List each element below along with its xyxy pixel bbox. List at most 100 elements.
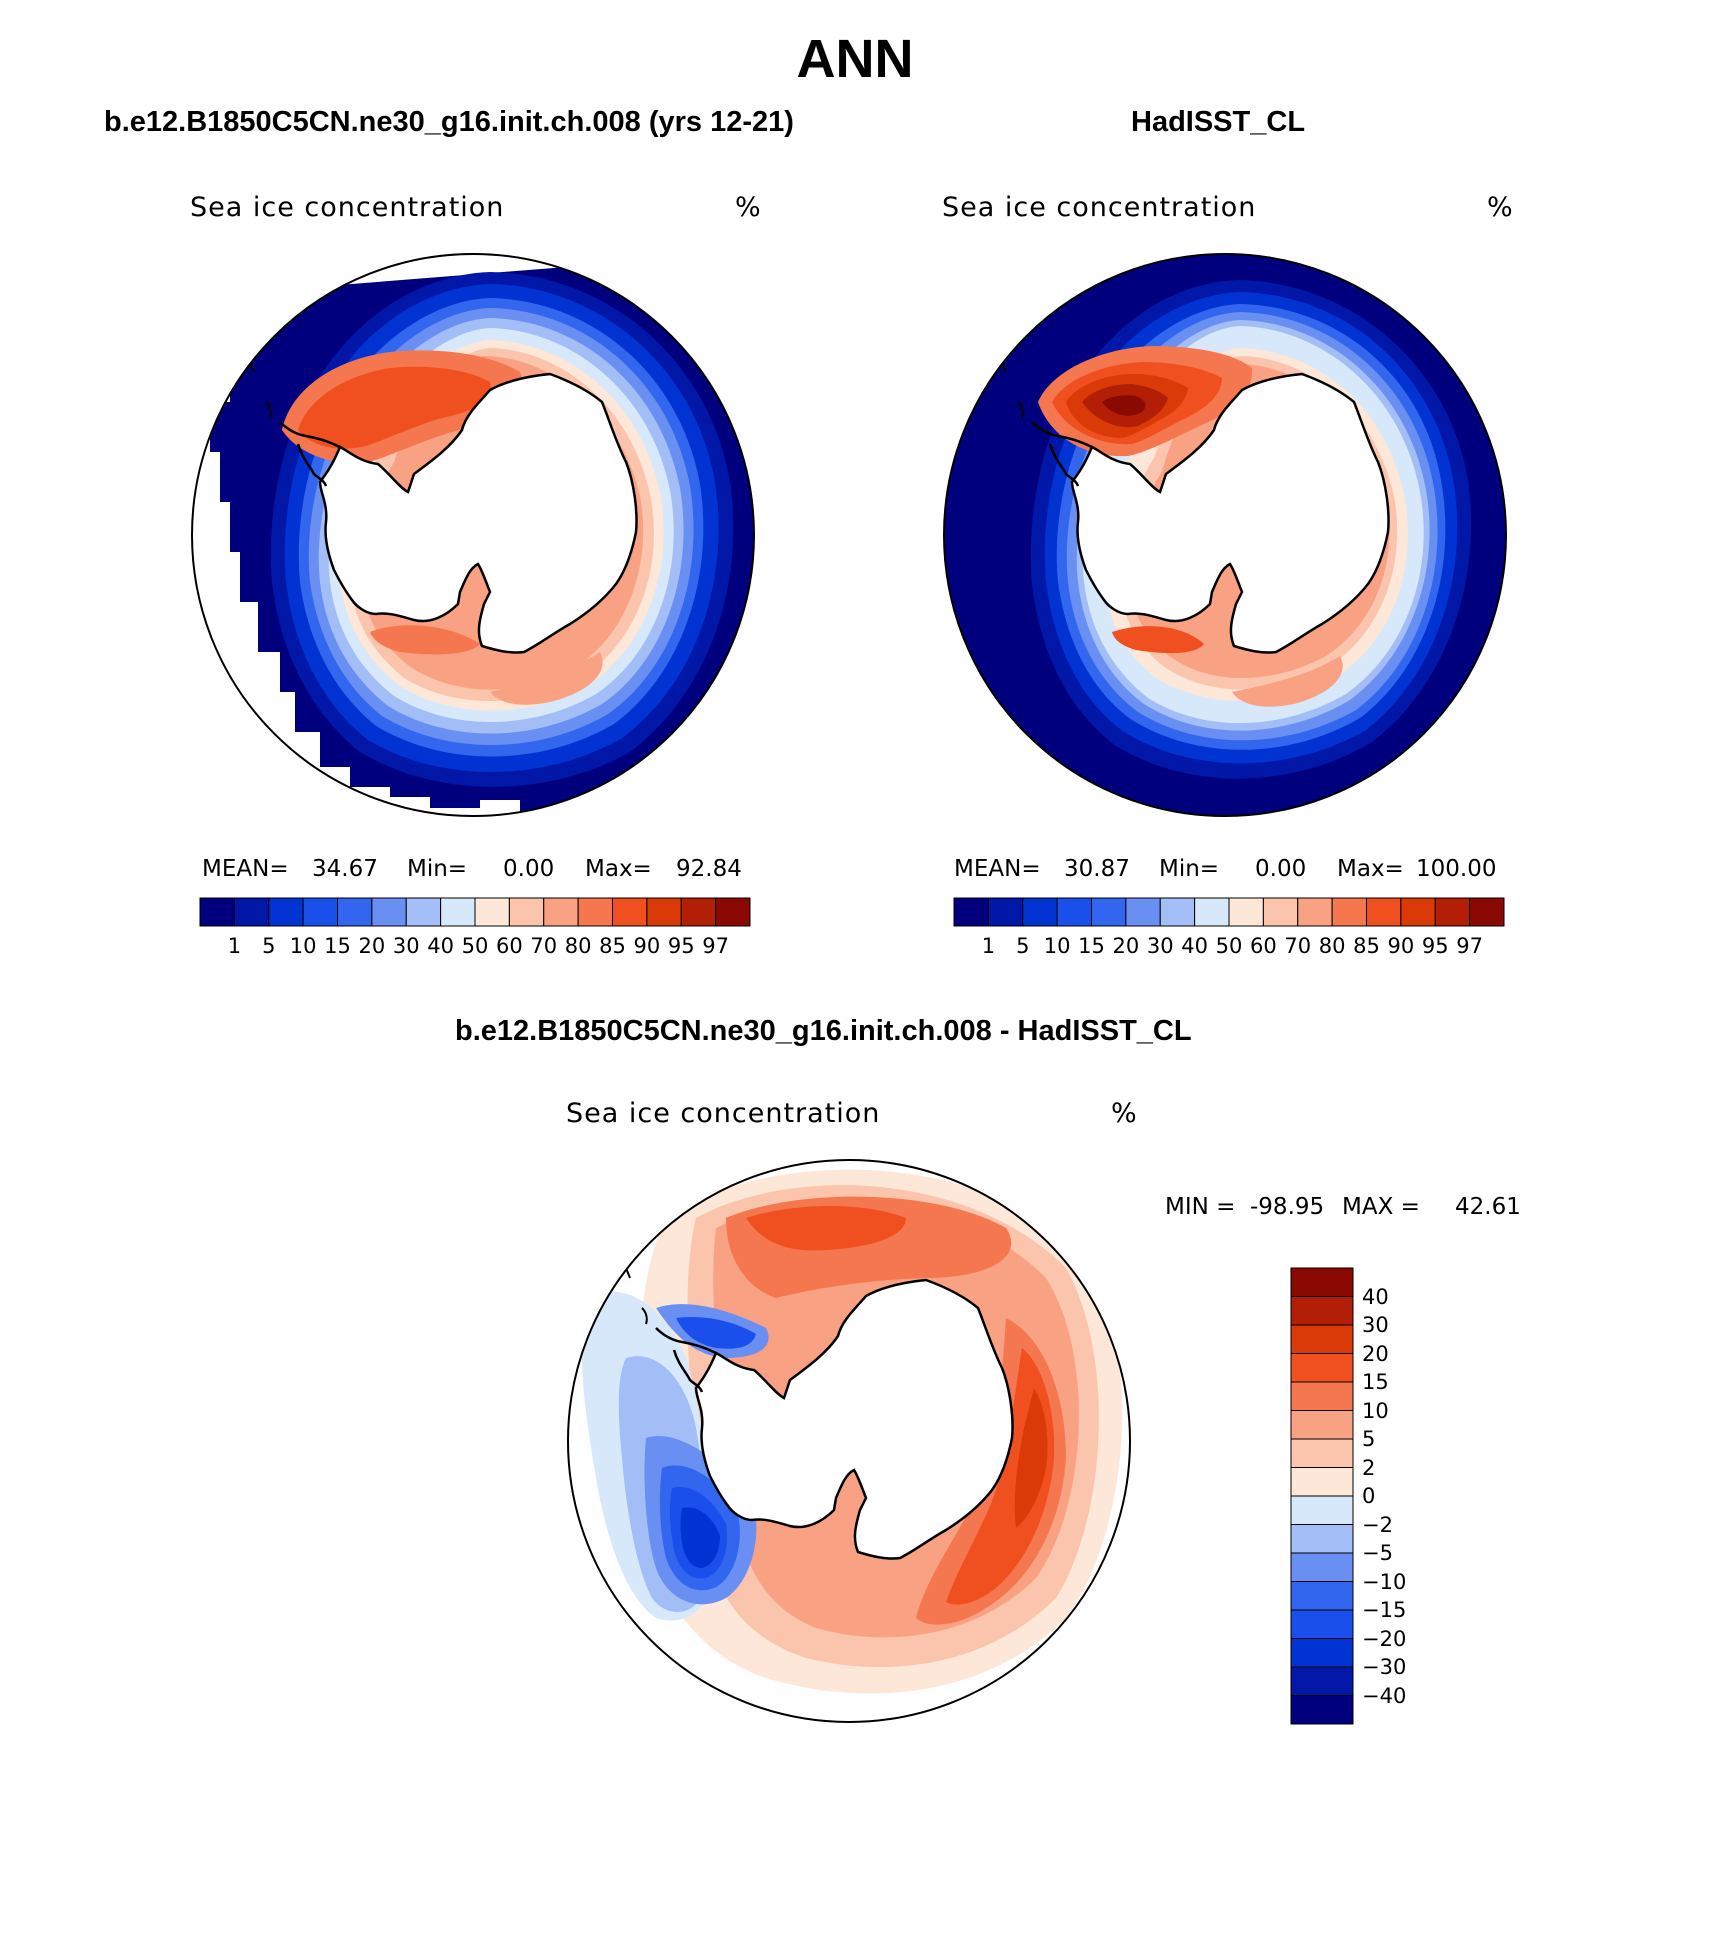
diff-colorbar-box (1290, 1267, 1354, 1297)
model-colorbar-box (268, 897, 304, 927)
obs-colorbar-tick-label: 1 (981, 934, 996, 958)
model-colorbar-box (302, 897, 338, 927)
obs-min-label: Min= (1159, 856, 1220, 882)
diff-variable-label: Sea ice concentration (566, 1098, 881, 1129)
model-panel-header: b.e12.B1850C5CN.ne30_g16.init.ch.008 (yr… (104, 106, 794, 138)
obs-colorbar-tick-label: 90 (1387, 934, 1415, 958)
diff-colorbar-tick-label: 2 (1362, 1455, 1376, 1480)
diff-colorbar-box (1290, 1524, 1354, 1554)
model-colorbar (199, 897, 751, 927)
obs-colorbar-tick-label: 70 (1284, 934, 1312, 958)
obs-colorbar (953, 897, 1505, 927)
obs-variable-label: Sea ice concentration (942, 192, 1257, 223)
diff-max-value: 42.61 (1455, 1194, 1521, 1220)
model-colorbar-tick-label: 40 (427, 934, 454, 958)
model-mean-value: 34.67 (312, 856, 378, 882)
obs-colorbar-tick-label: 97 (1456, 934, 1483, 958)
obs-colorbar-tick-label: 95 (1421, 934, 1449, 958)
obs-mean-label: MEAN= (954, 856, 1041, 882)
diff-min-value: -98.95 (1250, 1194, 1325, 1220)
model-colorbar-tick-label: 50 (461, 934, 489, 958)
model-min-label: Min= (407, 856, 468, 882)
obs-colorbar-box (1228, 897, 1264, 927)
obs-colorbar-box (1091, 897, 1127, 927)
diff-colorbar-tick-label: 0 (1362, 1484, 1376, 1508)
obs-colorbar-box (1469, 897, 1505, 927)
model-colorbar-box (715, 897, 751, 927)
obs-colorbar-box (1194, 897, 1230, 927)
obs-colorbar-tick-label: 50 (1215, 934, 1243, 958)
model-colorbar-box (680, 897, 717, 927)
model-colorbar-box (646, 897, 682, 927)
obs-colorbar-tick-label: 40 (1181, 934, 1208, 958)
diff-colorbar-box (1290, 1638, 1354, 1668)
obs-min-value: 0.00 (1255, 856, 1307, 882)
obs-colorbar-box (1297, 897, 1333, 927)
model-mean-label: MEAN= (202, 856, 289, 882)
model-colorbar-tick-label: 70 (530, 934, 558, 958)
diff-colorbar-tick-label: −5 (1362, 1541, 1393, 1565)
diff-colorbar-tick-label: 10 (1362, 1398, 1389, 1423)
model-colorbar-box (337, 897, 373, 927)
model-colorbar-tick-label: 85 (599, 934, 626, 958)
obs-colorbar-box (1434, 897, 1471, 927)
obs-max-value: 100.00 (1416, 856, 1497, 882)
diff-colorbar-box (1290, 1666, 1354, 1696)
diff-colorbar-box (1290, 1381, 1354, 1411)
diff-colorbar-tick-label: 20 (1362, 1341, 1389, 1366)
obs-colorbar-tick-label: 20 (1112, 934, 1140, 958)
model-units-label: % (735, 192, 762, 223)
model-colorbar-box (199, 897, 235, 927)
diff-colorbar-box (1290, 1438, 1354, 1468)
model-colorbar-tick-label: 30 (392, 934, 420, 958)
diff-colorbar-tick-label: −40 (1362, 1683, 1407, 1708)
model-colorbar-tick-label: 15 (324, 934, 351, 958)
obs-colorbar-tick-label: 10 (1043, 934, 1071, 958)
obs-colorbar-box (1056, 897, 1092, 927)
model-colorbar-box (233, 897, 270, 927)
obs-colorbar-labels: 1 5 10 15 20 30 40 50 60 70 80 85 90 95 97 (954, 934, 1504, 964)
obs-colorbar-tick-label: 5 (1016, 934, 1030, 958)
model-colorbar-tick-label: 80 (564, 934, 592, 958)
model-colorbar-box (543, 897, 579, 927)
obs-mean-value: 30.87 (1064, 856, 1130, 882)
diff-panel-header: b.e12.B1850C5CN.ne30_g16.init.ch.008 - H… (455, 1015, 1192, 1047)
obs-colorbar-tick-label: 85 (1353, 934, 1380, 958)
diff-colorbar-box (1290, 1695, 1354, 1725)
diff-colorbar-labels: 40 30 20 15 10 5 2 0 −2 −5 −10 −15 −20 −30 −40 (1362, 1268, 1452, 1726)
model-colorbar-box (440, 897, 476, 927)
model-colorbar-tick-label: 20 (358, 934, 386, 958)
model-colorbar-box (405, 897, 442, 927)
obs-colorbar-box (987, 897, 1024, 927)
obs-colorbar-tick-label: 80 (1318, 934, 1346, 958)
diff-colorbar-box (1290, 1467, 1354, 1497)
obs-colorbar-box (953, 897, 989, 927)
obs-max-label: Max= (1337, 856, 1404, 882)
figure-title: ANN (796, 29, 914, 89)
obs-map (943, 253, 1507, 817)
model-colorbar-labels: 1 5 10 15 20 30 40 50 60 70 80 85 90 95 97 (200, 934, 750, 964)
diff-colorbar-tick-label: 30 (1362, 1313, 1389, 1337)
diff-colorbar-box (1290, 1353, 1354, 1383)
diff-colorbar-box (1290, 1296, 1354, 1326)
diff-colorbar (1290, 1267, 1354, 1725)
model-colorbar-box (612, 897, 648, 927)
obs-panel-header: HadISST_CL (1131, 106, 1306, 138)
diff-colorbar-tick-label: 40 (1362, 1284, 1389, 1309)
model-colorbar-tick-label: 1 (227, 934, 242, 958)
model-colorbar-box (371, 897, 407, 927)
model-colorbar-tick-label: 60 (496, 934, 523, 958)
model-colorbar-box (508, 897, 545, 927)
model-colorbar-tick-label: 10 (289, 934, 317, 958)
obs-colorbar-box (1022, 897, 1058, 927)
diff-colorbar-tick-label: −10 (1362, 1569, 1407, 1594)
obs-colorbar-tick-label: 15 (1078, 934, 1105, 958)
diff-units-label: % (1111, 1098, 1138, 1129)
obs-colorbar-tick-label: 30 (1146, 934, 1174, 958)
obs-colorbar-box (1262, 897, 1299, 927)
model-map (191, 253, 755, 817)
model-colorbar-tick-label: 95 (667, 934, 695, 958)
obs-units-label: % (1487, 192, 1514, 223)
model-colorbar-tick-label: 97 (702, 934, 729, 958)
diff-min-label: MIN = (1165, 1194, 1236, 1220)
